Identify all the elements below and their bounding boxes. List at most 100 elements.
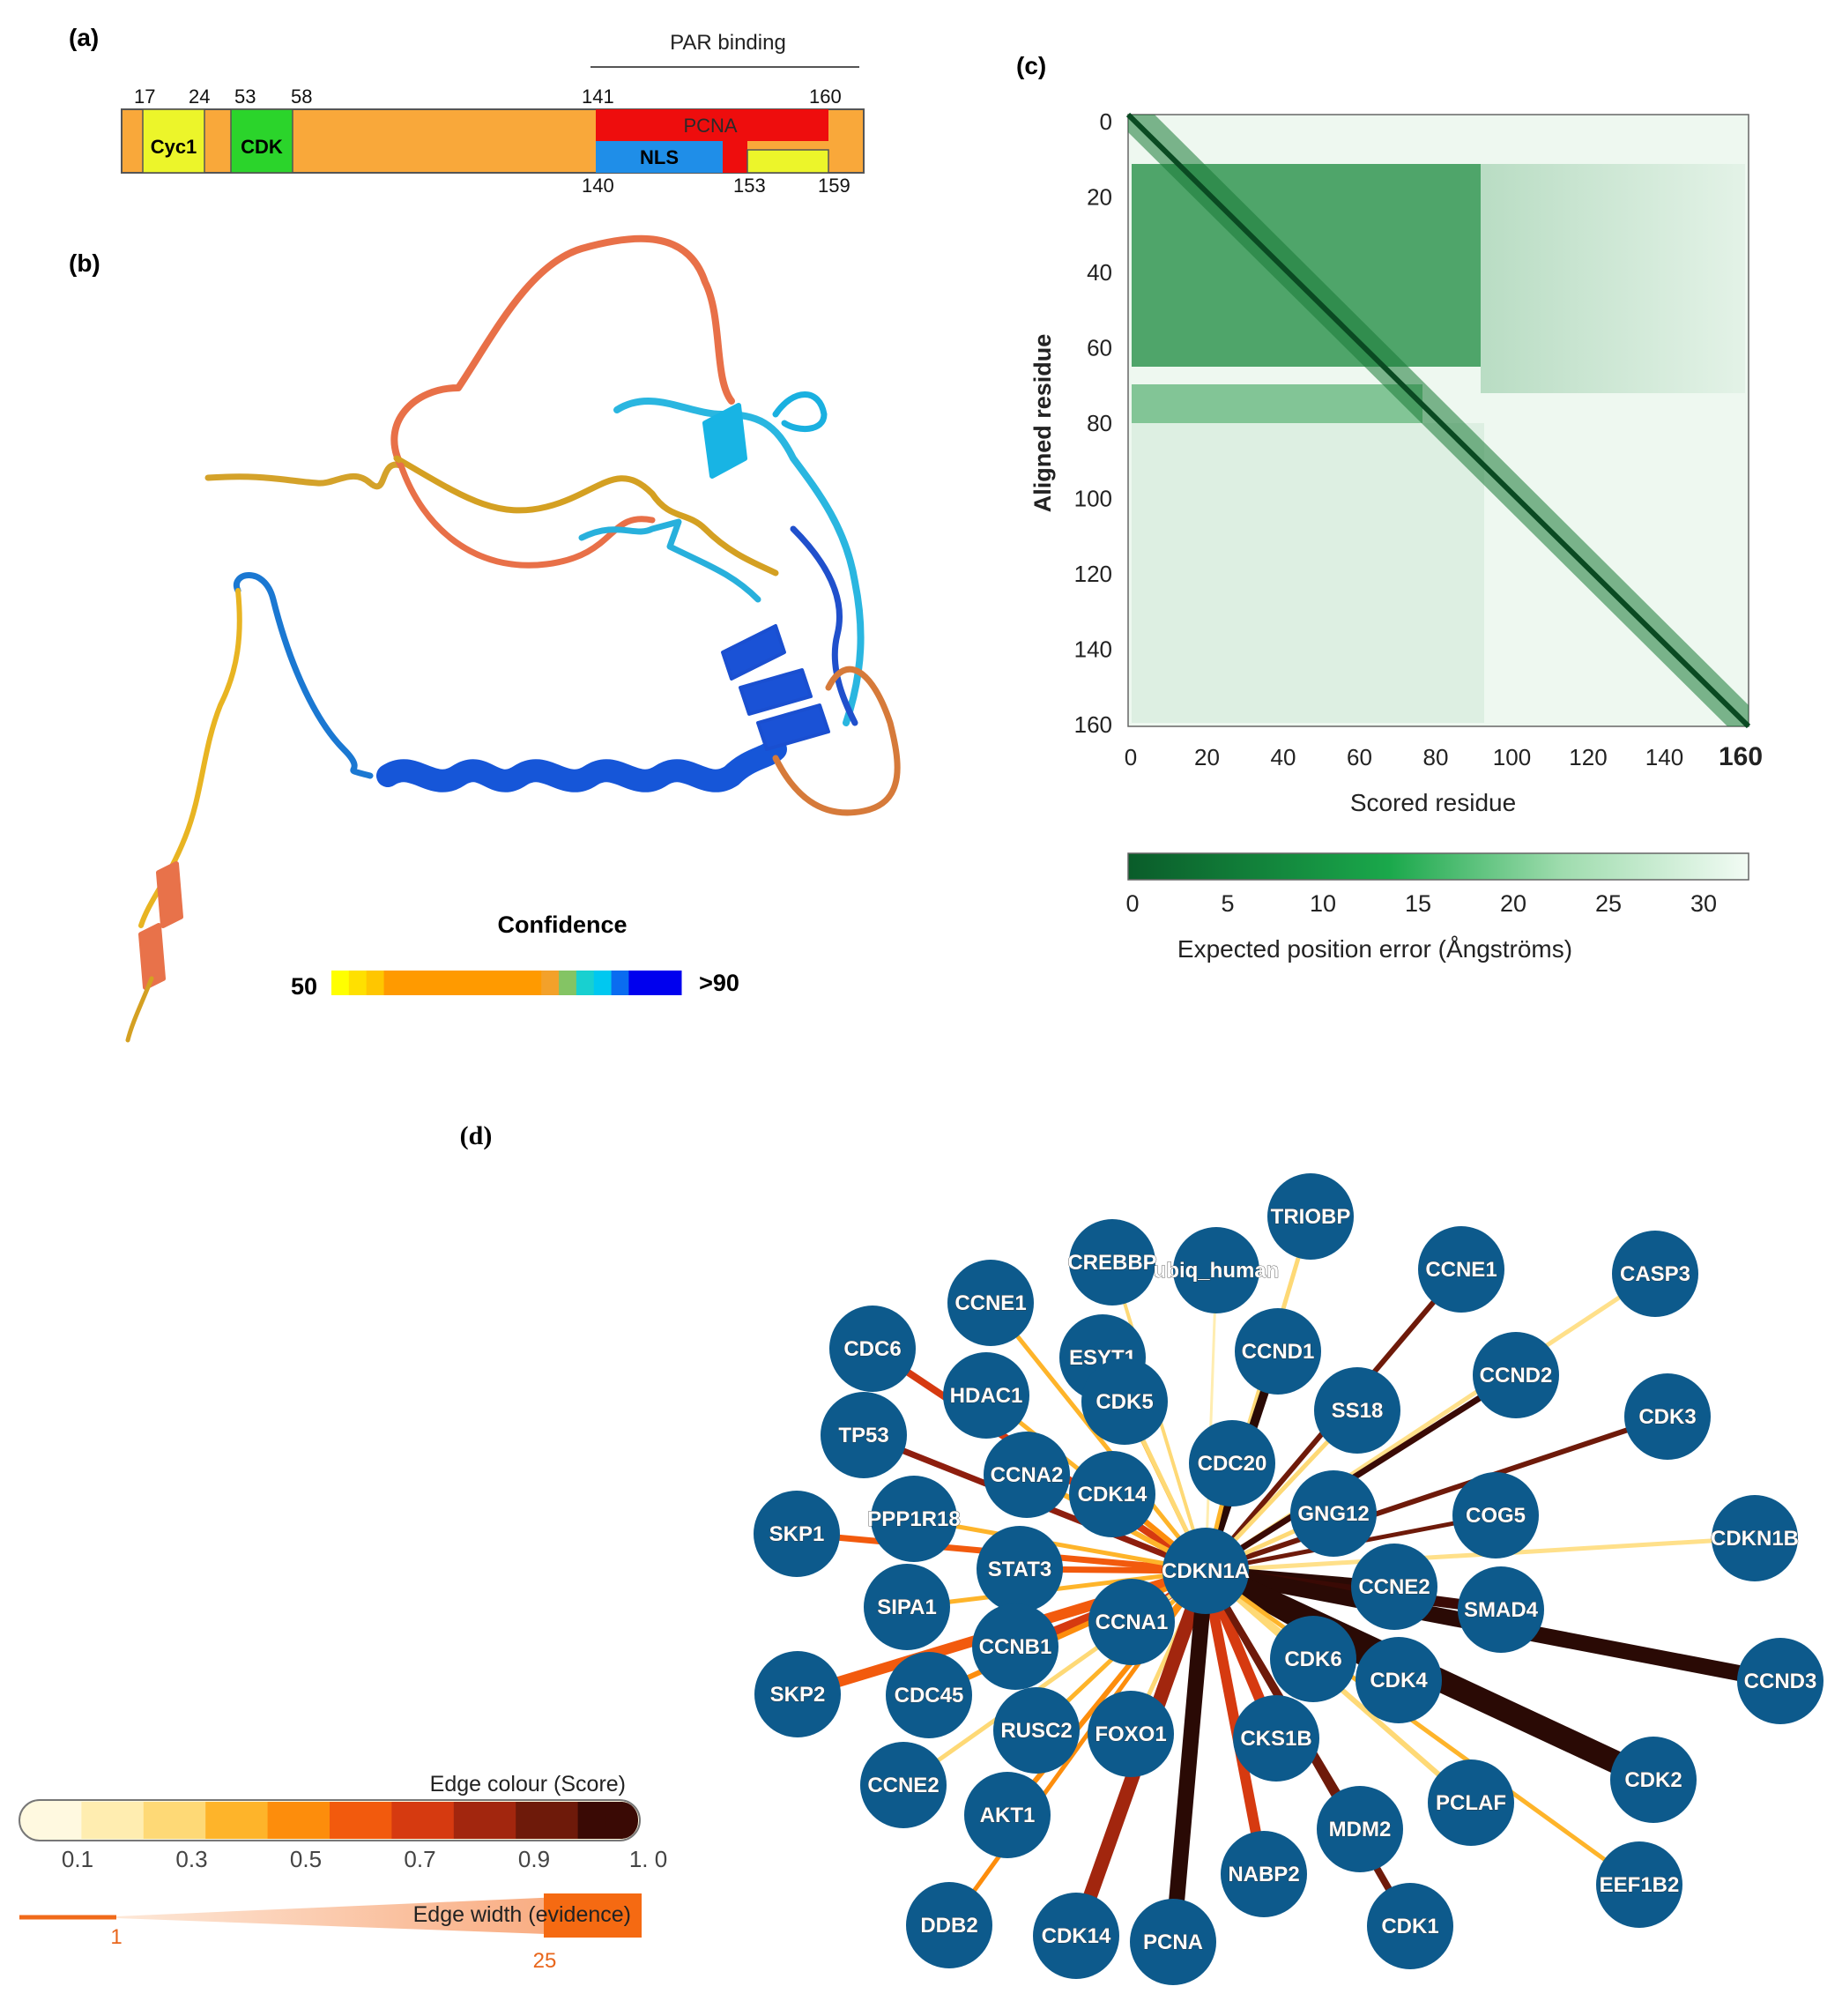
network-node-ccnb1[interactable]: CCNB1 bbox=[972, 1603, 1058, 1690]
heatmap-diagonal bbox=[1125, 112, 1751, 729]
pae-ytick-label: 80 bbox=[1087, 410, 1112, 436]
network-node-ccnd3[interactable]: CCND3 bbox=[1737, 1638, 1823, 1724]
network-node-ppp1r18[interactable]: PPP1R18 bbox=[867, 1476, 961, 1562]
network-edge bbox=[913, 1516, 1207, 1573]
node-label: PCNA bbox=[1143, 1930, 1203, 1954]
network-node-ccne1[interactable]: CCNE1 bbox=[1418, 1226, 1504, 1313]
network-node-ccna1[interactable]: CCNA1 bbox=[1088, 1579, 1175, 1665]
network-node-cdk14[interactable]: CDK14 bbox=[1069, 1451, 1155, 1537]
node-label: SKP1 bbox=[769, 1522, 825, 1546]
network-node-cdk6[interactable]: CDK6 bbox=[1270, 1616, 1356, 1702]
pae-xtick-label: 120 bbox=[1569, 744, 1607, 770]
network-node-ccna2[interactable]: CCNA2 bbox=[984, 1432, 1070, 1518]
ribbon-left-descend bbox=[233, 572, 374, 779]
protein-structure-image bbox=[125, 234, 901, 1043]
network-node-sipa1[interactable]: SIPA1 bbox=[864, 1564, 950, 1650]
network-node-cdc45[interactable]: CDC45 bbox=[886, 1652, 972, 1738]
network-node-tp53[interactable]: TP53 bbox=[821, 1392, 907, 1478]
segment-cyc1-label: Cyc1 bbox=[151, 136, 197, 158]
confidence-swatch bbox=[401, 971, 542, 995]
network-node-pclaf[interactable]: PCLAF bbox=[1428, 1759, 1514, 1846]
network-node-akt1[interactable]: AKT1 bbox=[964, 1772, 1051, 1858]
network-node-cdkn1b[interactable]: CDKN1B bbox=[1711, 1495, 1799, 1581]
pae-heatmap bbox=[1125, 112, 1751, 729]
network-edge bbox=[1165, 1570, 1214, 1943]
network-node-ccne1[interactable]: CCNE1 bbox=[947, 1260, 1034, 1346]
network-node-smad4[interactable]: SMAD4 bbox=[1458, 1566, 1544, 1653]
segment-cyc1 bbox=[142, 108, 205, 174]
network-node-foxo1[interactable]: FOXO1 bbox=[1088, 1691, 1174, 1777]
network-node-skp1[interactable]: SKP1 bbox=[754, 1491, 840, 1577]
node-circle bbox=[1267, 1173, 1354, 1260]
segment-yellow-end bbox=[746, 149, 829, 174]
node-circle bbox=[1351, 1544, 1437, 1630]
network-node-skp2[interactable]: SKP2 bbox=[754, 1651, 841, 1737]
pae-xtick-label: 20 bbox=[1194, 744, 1220, 770]
network-node-ubiq-human[interactable]: ubiq_human bbox=[1153, 1227, 1280, 1313]
heatmap-block-band bbox=[1132, 384, 1422, 423]
confidence-swatch bbox=[576, 971, 595, 995]
network-node-pcna[interactable]: PCNA bbox=[1130, 1899, 1216, 1985]
network-node-nabp2[interactable]: NABP2 bbox=[1221, 1831, 1307, 1917]
node-label: CCNE2 bbox=[1358, 1575, 1430, 1599]
network-node-cks1b[interactable]: CKS1B bbox=[1233, 1695, 1319, 1782]
pae-xtick-label: 0 bbox=[1125, 744, 1137, 770]
network-node-stat3[interactable]: STAT3 bbox=[977, 1526, 1063, 1612]
edge-width-max: 25 bbox=[533, 1949, 557, 1973]
node-label: CCND3 bbox=[1744, 1670, 1817, 1693]
node-label: CDK14 bbox=[1042, 1924, 1111, 1948]
network-node-casp3[interactable]: CASP3 bbox=[1612, 1231, 1698, 1317]
confidence-swatch bbox=[383, 971, 402, 995]
network-node-cdk14[interactable]: CDK14 bbox=[1033, 1893, 1119, 1979]
network-node-ccne2[interactable]: CCNE2 bbox=[860, 1742, 947, 1828]
network-node-cog5[interactable]: COG5 bbox=[1452, 1472, 1539, 1558]
network-node-gng12[interactable]: GNG12 bbox=[1290, 1470, 1377, 1557]
network-node-cdk3[interactable]: CDK3 bbox=[1624, 1373, 1711, 1460]
edge-width-min: 1 bbox=[110, 1925, 122, 1949]
node-label: NABP2 bbox=[1228, 1863, 1299, 1886]
segment-cdk-label: CDK bbox=[241, 136, 283, 158]
node-circle bbox=[1712, 1495, 1798, 1581]
panel-d-label: (d) bbox=[460, 1121, 493, 1150]
network-node-cdk1[interactable]: CDK1 bbox=[1367, 1883, 1453, 1969]
network-node-mdm2[interactable]: MDM2 bbox=[1317, 1786, 1403, 1872]
segment-cdk bbox=[230, 108, 293, 174]
network-node-rusc2[interactable]: RUSC2 bbox=[993, 1687, 1080, 1774]
node-label: CCNE1 bbox=[954, 1291, 1026, 1315]
network-node-triobp[interactable]: TRIOBP bbox=[1267, 1173, 1354, 1260]
network-node-ccnd2[interactable]: CCND2 bbox=[1473, 1332, 1559, 1418]
ribbon-left-end bbox=[125, 976, 154, 1043]
node-label: ubiq_human bbox=[1154, 1259, 1280, 1283]
score-swatch bbox=[143, 1802, 206, 1839]
network-node-center[interactable]: CDKN1A bbox=[1162, 1528, 1250, 1614]
network-node-cdk5[interactable]: CDK5 bbox=[1081, 1358, 1168, 1445]
node-circle bbox=[1088, 1691, 1174, 1777]
network-node-ddb2[interactable]: DDB2 bbox=[906, 1882, 992, 1968]
score-tick: 0.9 bbox=[518, 1846, 550, 1872]
network-node-cdk4[interactable]: CDK4 bbox=[1356, 1637, 1442, 1723]
node-label: CDK3 bbox=[1638, 1405, 1696, 1429]
network-node-ccne2[interactable]: CCNE2 bbox=[1351, 1544, 1437, 1630]
network-node-hdac1[interactable]: HDAC1 bbox=[943, 1352, 1029, 1439]
edge-colour-scale bbox=[19, 1799, 641, 1841]
node-circle bbox=[1173, 1227, 1259, 1313]
network-node-cdc6[interactable]: CDC6 bbox=[829, 1306, 916, 1392]
confidence-title: Confidence bbox=[497, 911, 627, 938]
network-edge bbox=[1204, 1568, 1641, 1887]
pae-colorbar-tick: 15 bbox=[1405, 890, 1431, 917]
network-node-ccnd1[interactable]: CCND1 bbox=[1235, 1308, 1321, 1395]
node-circle bbox=[993, 1687, 1080, 1774]
network-node-cdc20[interactable]: CDC20 bbox=[1189, 1420, 1275, 1506]
network-node-ss18[interactable]: SS18 bbox=[1314, 1367, 1400, 1454]
network-node-cdk2[interactable]: CDK2 bbox=[1610, 1737, 1697, 1823]
network-node-crebbp[interactable]: CREBBP bbox=[1067, 1219, 1157, 1306]
node-circle bbox=[1452, 1472, 1539, 1558]
num-58: 58 bbox=[291, 86, 312, 108]
ribbon-left-tail bbox=[138, 588, 242, 928]
network-node-eef1b2[interactable]: EEF1B2 bbox=[1596, 1841, 1682, 1928]
node-circle bbox=[829, 1306, 916, 1392]
confidence-max: >90 bbox=[699, 970, 739, 996]
pae-colorbar-tick: 30 bbox=[1690, 890, 1717, 917]
confidence-swatch bbox=[541, 971, 560, 995]
